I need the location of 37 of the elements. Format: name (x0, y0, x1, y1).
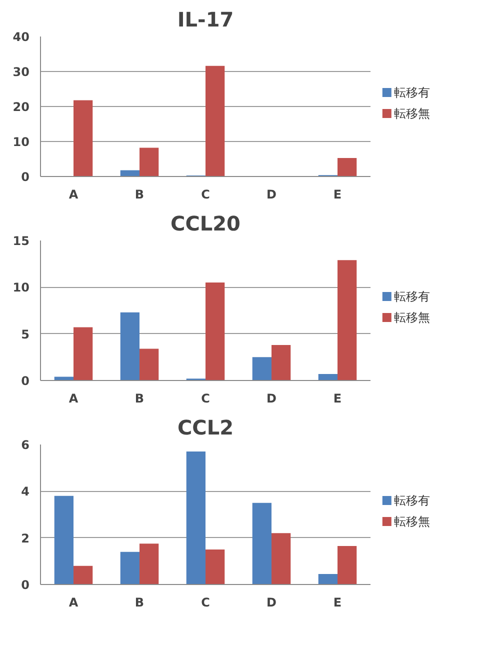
x-tick-label: E (333, 392, 342, 406)
x-tick-label: E (333, 596, 342, 610)
chart-title: CCL20 (170, 212, 240, 236)
x-tick-label: A (68, 392, 79, 406)
y-tick-label: 0 (21, 170, 30, 184)
legend-label: 転移無 (394, 310, 430, 324)
y-tick-label: 10 (12, 135, 30, 149)
legend-label: 転移有 (394, 494, 430, 508)
y-tick-label: 4 (21, 484, 30, 499)
x-tick-label: C (201, 392, 210, 406)
y-tick-label: 40 (12, 30, 30, 44)
y-tick-label: 2 (21, 531, 30, 546)
y-tick-label: 15 (12, 234, 30, 248)
legend-label: 転移有 (394, 290, 430, 304)
x-tick-label: C (201, 596, 210, 610)
x-tick-label: E (333, 188, 342, 202)
x-tick-label: D (266, 392, 277, 406)
x-tick-label: D (266, 596, 277, 610)
y-tick-label: 0 (21, 374, 30, 388)
x-tick-label: B (134, 188, 144, 202)
x-tick-label: D (266, 188, 277, 202)
y-tick-label: 10 (12, 280, 30, 295)
x-tick-label: A (68, 188, 79, 202)
x-tick-label: A (68, 596, 79, 610)
legend-label: 転移無 (394, 514, 430, 528)
legend-label: 転移無 (394, 106, 430, 120)
y-tick-label: 20 (12, 100, 30, 114)
x-tick-label: C (201, 188, 210, 202)
y-tick-label: 0 (21, 578, 30, 592)
chart-title: CCL2 (177, 416, 234, 440)
y-tick-label: 30 (12, 65, 30, 79)
x-tick-label: B (134, 392, 144, 406)
y-tick-label: 5 (21, 327, 30, 342)
chart-title: IL-17 (177, 8, 234, 32)
x-tick-label: B (134, 596, 144, 610)
y-tick-label: 6 (21, 438, 30, 452)
legend-label: 転移有 (394, 86, 430, 100)
